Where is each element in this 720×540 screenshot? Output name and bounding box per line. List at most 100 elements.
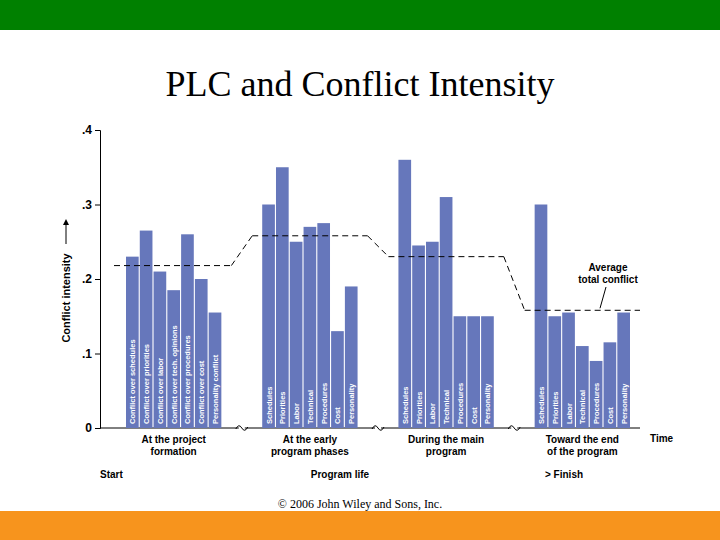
annotation-pointer [600,287,606,308]
phase-label: of the program [547,446,618,457]
bar-label: Conflict over labor [156,358,165,424]
average-connector [231,236,252,266]
average-segment [388,256,503,257]
y-tick-mark [95,130,100,131]
bar-label: Technical [578,390,587,424]
timeline-label: Program life [311,469,370,480]
bar-label: Conflict over tech. opinions [170,325,179,424]
bar-label: Priorities [551,391,560,424]
average-annotation: total conflict [578,274,638,285]
bar-label: Labor [292,403,301,424]
y-tick-label: .1 [82,347,92,361]
average-connector [504,257,525,311]
title: PLC and Conflict Intensity [166,64,555,104]
bar [412,245,425,428]
average-annotation: Average [588,262,628,273]
y-tick-label: 0 [85,421,92,435]
bar-label: Schedules [401,386,410,424]
bar [398,160,411,428]
phase-label: program phases [271,446,349,457]
bar-labels: Conflict over schedules Conflict over pri… [128,325,628,424]
bar-label: Personality [483,383,492,424]
average-segment [525,310,640,311]
bar [576,346,589,428]
timeline-label: > Finish [545,469,583,480]
bar-label: Conflict over schedules [128,339,137,424]
bar-label: Priorities [278,391,287,424]
phase-label: Toward the end [546,434,619,445]
bar-label: Cost [333,407,342,424]
bar [604,342,617,428]
bar [195,279,208,428]
average-segment [252,235,367,236]
y-axis-title: Conflict intensity [60,253,72,343]
bar [481,316,494,428]
y-axis-line [95,131,101,429]
bar-label: Personality [347,383,356,424]
bar-label: Schedules [537,386,546,424]
bar [140,231,153,428]
phase-label: formation [151,446,197,457]
axis-break [236,426,248,431]
bar-label: Technical [442,390,451,424]
y-tick-label: .2 [82,272,92,286]
timeline-label: Start [100,469,123,480]
bar [454,316,467,428]
y-tick: .1 [82,347,100,361]
x-axis-title: Time [650,433,674,444]
y-tick-mark [95,428,100,429]
y-tick: 0 [85,421,100,435]
bar-label: Labor [428,403,437,424]
y-tick-mark [95,205,100,206]
bar-label: Personality conflict [211,354,220,424]
bar [345,286,358,428]
bar [617,313,630,428]
bar-label: Conflict over procedures [183,335,192,424]
phase-label: At the project [141,434,206,445]
bar [440,197,453,428]
bar [276,167,289,428]
y-tick: .4 [82,123,100,137]
bar [181,234,194,428]
bar-label: Cost [606,407,615,424]
bar [167,290,180,428]
bar [548,316,561,428]
bar-label: Conflict over priorities [142,344,151,424]
slide: PLC and Conflict Intensity © 2006 John Wi… [0,0,720,540]
phase-label: program [426,446,467,457]
bar [331,331,344,428]
bar [290,242,303,428]
bar-label: Procedures [320,383,329,424]
y-tick: .2 [82,272,100,286]
y-tick-mark [95,279,100,280]
footer: © 2006 John Wiley and Sons, Inc. [278,497,442,511]
bar-label: Procedures [592,383,601,424]
bar [426,242,439,428]
bar [590,361,603,428]
y-tick-label: .4 [82,123,92,137]
bar-label: Conflict over cost [197,360,206,424]
bar-label: Priorities [415,391,424,424]
y-tick-mark [95,354,100,355]
bar-label: Cost [470,407,479,424]
top-band [0,0,720,30]
y-tick: .3 [82,198,100,212]
phase-label: During the main [408,434,484,445]
bar-label: Schedules [265,386,274,424]
y-axis: 0 .1 .2 .3 .4 [82,123,101,435]
bar [467,316,480,428]
average-segment [114,265,231,266]
phase-label: At the early [283,434,338,445]
bar [535,205,548,429]
bar [317,223,330,428]
y-axis-arrow [66,222,67,244]
bar [209,313,222,428]
bar [262,205,275,429]
bar [126,257,139,428]
bars [126,160,630,428]
axis-break [508,426,520,431]
axis-break [372,426,384,431]
bottom-band [0,511,720,540]
y-tick-label: .3 [82,198,92,212]
bar-label: Technical [306,390,315,424]
